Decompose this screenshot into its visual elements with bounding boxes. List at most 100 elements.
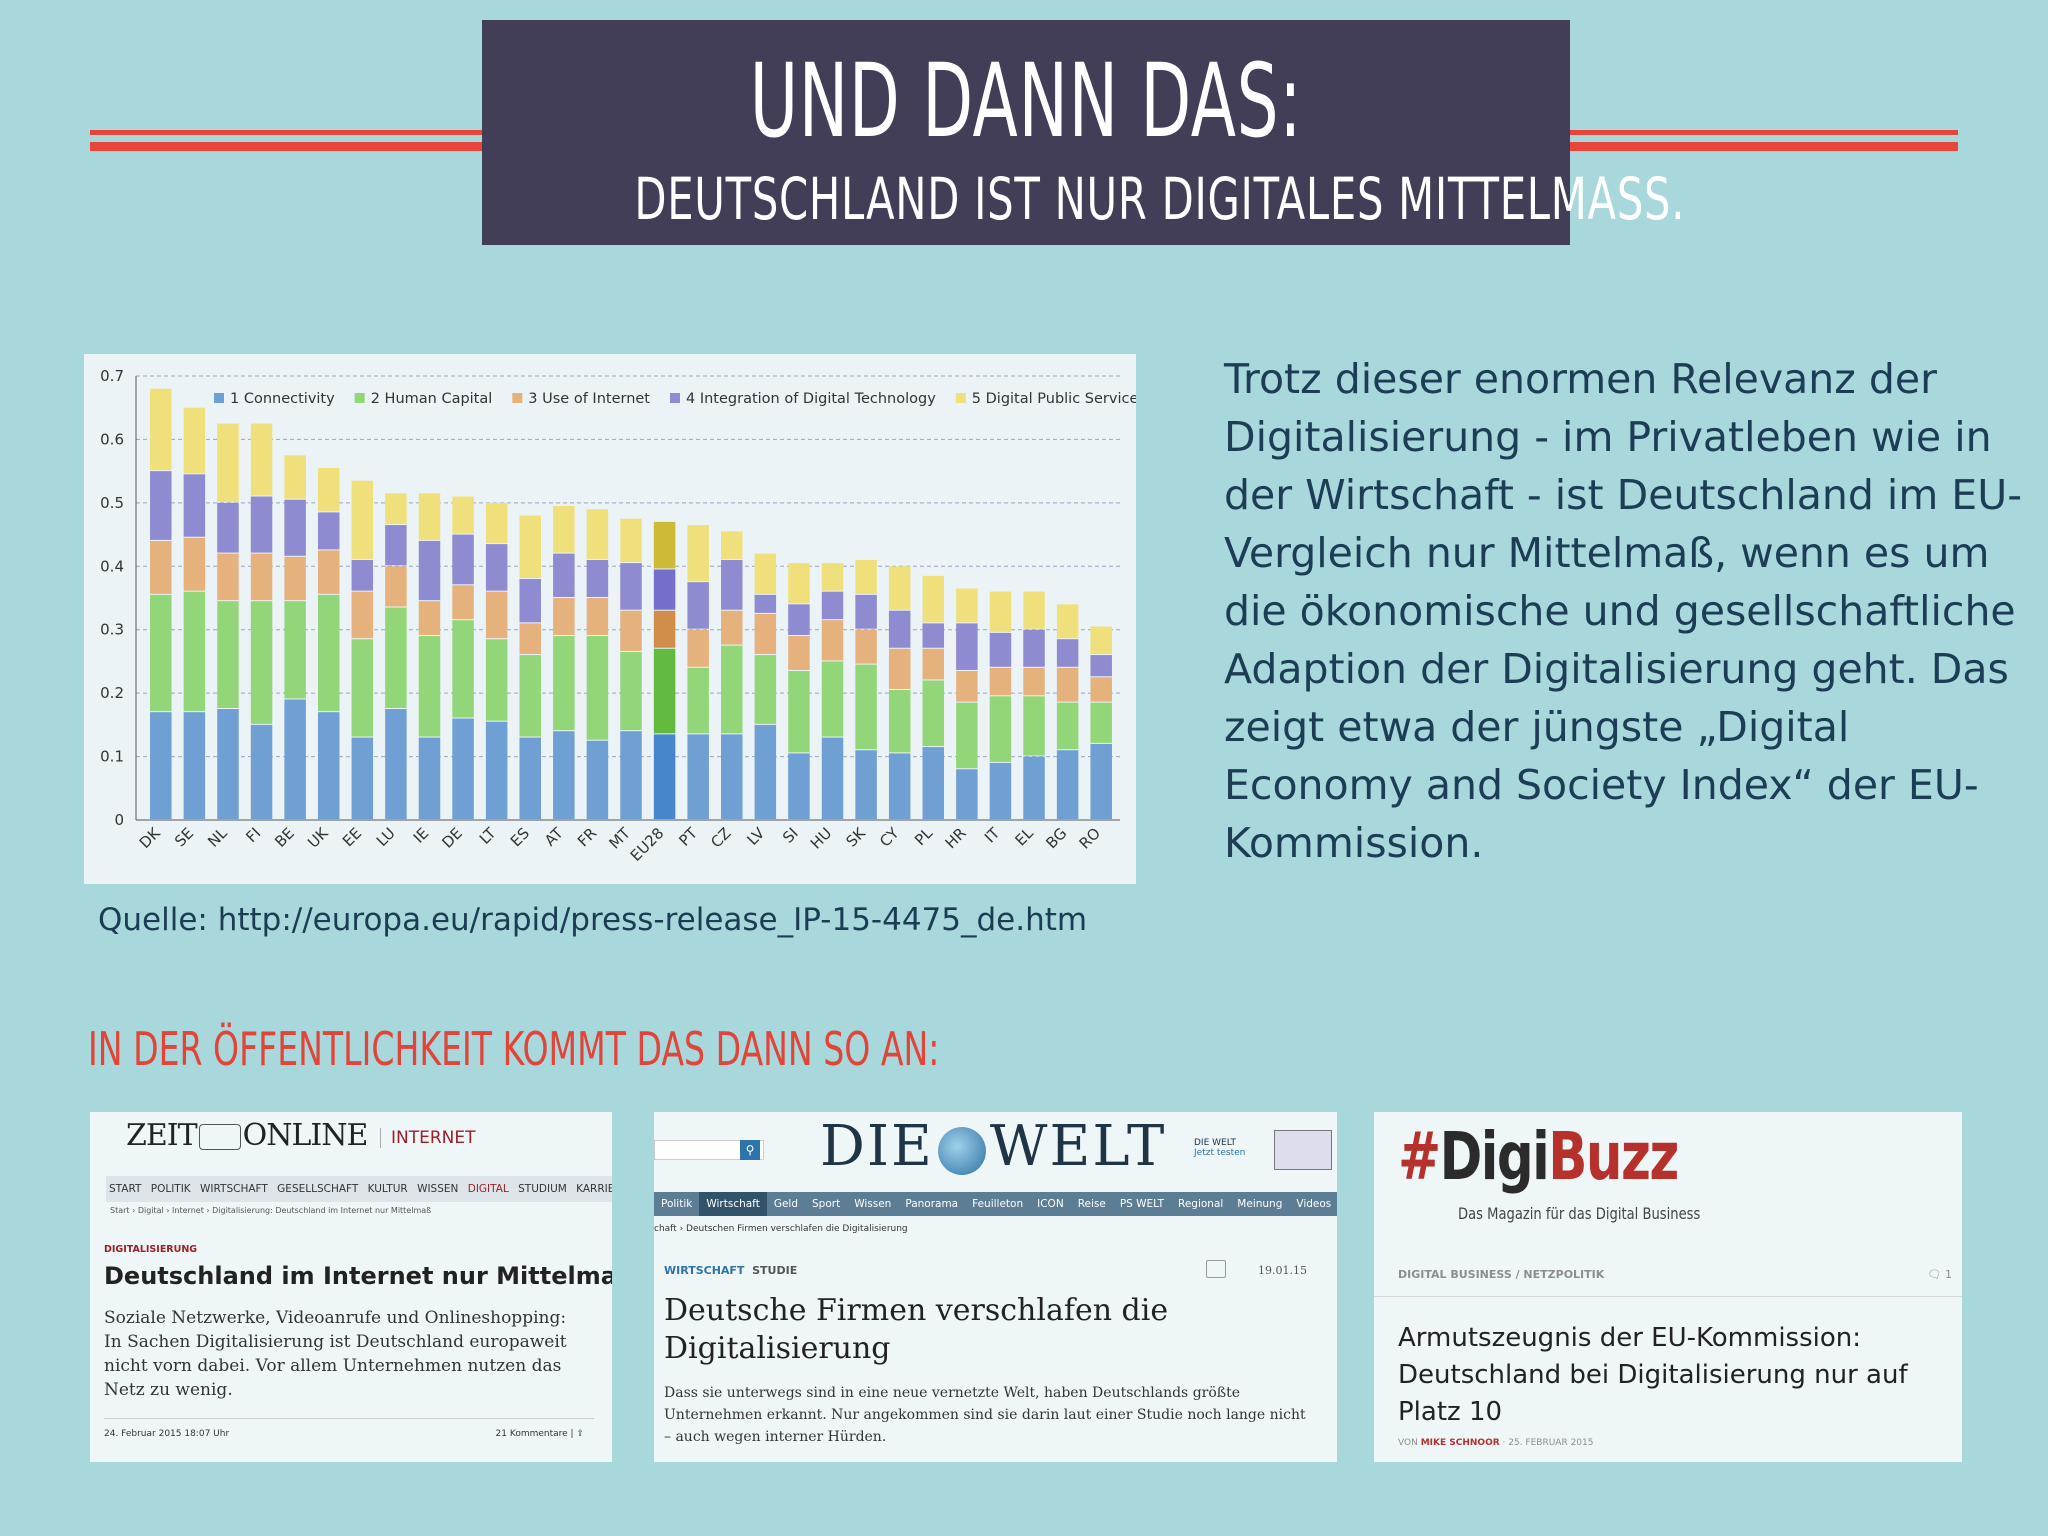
bar-segment: [1056, 702, 1079, 750]
welt-nav-item[interactable]: ICON: [1037, 1198, 1064, 1210]
bar-segment: [721, 610, 743, 645]
welt-nav-item[interactable]: Regional: [1178, 1198, 1224, 1210]
digibuzz-byline: VON MIKE SCHNOOR · 25. FEBRUAR 2015: [1398, 1438, 1593, 1448]
welt-nav-item[interactable]: Feuilleton: [972, 1198, 1024, 1210]
zeit-comments-link[interactable]: 21 Kommentare | ⇪: [495, 1429, 584, 1439]
desi-chart-panel: 0 0.1 0.2 0.3 0.4 0.5 0.6 0.7 DK SE NL FI BE UK EE LU IE…: [84, 354, 1136, 884]
welt-search-input[interactable]: [654, 1140, 764, 1160]
welt-promo-cta[interactable]: Jetzt testen: [1194, 1148, 1246, 1158]
bar-segment: [1090, 677, 1112, 702]
bar-segment: [385, 493, 407, 525]
x-tick-label: PL: [911, 824, 936, 849]
bar-segment: [754, 594, 777, 613]
bar-segment: [922, 623, 945, 648]
zeit-nav-item[interactable]: WIRTSCHAFT: [200, 1183, 268, 1195]
zeit-section-label[interactable]: INTERNET: [380, 1128, 476, 1148]
die-welt-logo: DIE WELT: [820, 1114, 1166, 1179]
bar-segment: [385, 525, 407, 566]
print-icon[interactable]: [1206, 1260, 1226, 1278]
zeit-nav-item-active[interactable]: DIGITAL: [467, 1183, 509, 1195]
bar-segment: [485, 639, 508, 721]
welt-nav-item[interactable]: Geld: [773, 1198, 798, 1210]
x-tick-label: NL: [204, 824, 231, 851]
legend-swatch: [354, 393, 365, 403]
welt-breadcrumb[interactable]: chaft › Deutschen Firmen verschlafen die…: [654, 1224, 908, 1234]
bar-segment: [956, 769, 978, 819]
welt-promo-title: DIE WELT: [1194, 1138, 1236, 1148]
share-icon[interactable]: ⇪: [576, 1429, 584, 1439]
chart-source[interactable]: Quelle: http://europa.eu/rapid/press-rel…: [98, 902, 1088, 938]
y-tick-label: 0.4: [100, 557, 124, 575]
bar-segment: [150, 712, 172, 819]
zeit-comments-count[interactable]: 21 Kommentare: [495, 1429, 568, 1439]
bar-segment: [620, 563, 642, 610]
bar-segment: [317, 594, 340, 712]
zeit-nav-item[interactable]: START: [109, 1183, 142, 1195]
legend-label: 3 Use of Internet: [528, 391, 650, 407]
bar-segment: [351, 639, 374, 737]
y-tick-label: 0.5: [100, 494, 124, 512]
bar-segment: [553, 506, 575, 553]
bar-segment: [653, 521, 676, 569]
bar-segment: [217, 601, 239, 708]
die-welt-clipping[interactable]: ⚲ DIE WELT DIE WELT Jetzt testen Politik W…: [654, 1112, 1337, 1462]
x-tick-label: EE: [339, 824, 365, 850]
digibuzz-clipping[interactable]: #DigiBuzz Das Magazin für das Digital Bu…: [1374, 1112, 1962, 1462]
zeit-nav-item[interactable]: POLITIK: [150, 1183, 191, 1195]
bar-segment: [150, 471, 172, 540]
logo-digi: Digi: [1439, 1118, 1550, 1195]
bar-segment: [250, 553, 273, 601]
digibuzz-comments[interactable]: 🗨 1: [1928, 1268, 1952, 1281]
zeit-nav-item[interactable]: GESELLSCHAFT: [277, 1183, 359, 1195]
byline-author[interactable]: MIKE SCHNOOR: [1420, 1438, 1500, 1448]
welt-nav-item[interactable]: PS WELT: [1119, 1198, 1164, 1210]
bar-segment: [1023, 696, 1045, 756]
devices-icon: [1274, 1130, 1332, 1170]
welt-nav-item[interactable]: Sport: [812, 1198, 841, 1210]
zeit-nav-item[interactable]: WISSEN: [417, 1183, 459, 1195]
zeit-breadcrumb[interactable]: Start › Digital › Internet › Digitalisie…: [110, 1206, 432, 1215]
bar-segment: [653, 734, 676, 819]
bar-segment: [821, 620, 844, 661]
x-tick-label: SE: [171, 824, 197, 850]
zeit-nav-item[interactable]: STUDIUM: [518, 1183, 567, 1195]
welt-nav-item[interactable]: Panorama: [905, 1198, 959, 1210]
zeit-online-clipping[interactable]: ZEIT ONLINE INTERNET START POLITIK WIRTSC…: [90, 1112, 612, 1462]
bar-segment: [687, 734, 709, 819]
welt-nav-item[interactable]: Videos: [1296, 1198, 1332, 1210]
digibuzz-headline[interactable]: Armutszeugnis der EU-Kommission: Deutsch…: [1398, 1323, 1908, 1427]
welt-headline[interactable]: Deutsche Firmen verschlafen die Digitali…: [664, 1293, 1169, 1366]
bar-segment: [956, 623, 978, 670]
y-tick-label: 0.2: [100, 684, 124, 702]
bar-segment: [553, 636, 575, 731]
welt-kicker-topic: STUDIE: [752, 1264, 798, 1277]
bar-segment: [754, 553, 777, 594]
bar-segment: [317, 512, 340, 550]
digibuzz-comment-count[interactable]: 1: [1945, 1268, 1952, 1281]
search-icon[interactable]: ⚲: [740, 1140, 760, 1160]
welt-subscription-promo[interactable]: DIE WELT Jetzt testen: [1194, 1138, 1245, 1158]
bar-segment: [553, 553, 575, 597]
bar-segment: [956, 702, 978, 769]
welt-nav-bar: Politik Wirtschaft Geld Sport Wissen Panorama…: [654, 1192, 1337, 1216]
bar-segment: [317, 550, 340, 594]
zeit-logo-right: ONLINE: [242, 1118, 369, 1153]
bar-segment: [721, 734, 743, 819]
welt-nav-item[interactable]: Meinung: [1237, 1198, 1283, 1210]
bar-segment: [1056, 667, 1079, 702]
bar-segment: [653, 610, 676, 648]
welt-kicker-section[interactable]: WIRTSCHAFT: [664, 1264, 745, 1277]
welt-nav-item[interactable]: Wissen: [854, 1198, 892, 1210]
bar-segment: [183, 474, 206, 537]
welt-nav-item[interactable]: Politik: [661, 1198, 693, 1210]
digibuzz-category[interactable]: DIGITAL BUSINESS / NETZPOLITIK: [1398, 1268, 1605, 1281]
bar-segment: [788, 604, 810, 636]
welt-nav-item[interactable]: Reise: [1077, 1198, 1106, 1210]
zeit-headline[interactable]: Deutschland im Internet nur Mittelmaß: [104, 1262, 612, 1290]
bar-segment: [1023, 667, 1045, 696]
page-subtitle: DEUTSCHLAND IST NUR DIGITALES MITTELMASS…: [634, 165, 1686, 233]
zeit-nav-item[interactable]: KARRIERE: [576, 1183, 612, 1195]
zeit-nav-item[interactable]: KULTUR: [367, 1183, 408, 1195]
welt-nav-item-active[interactable]: Wirtschaft: [699, 1192, 767, 1216]
x-tick-label: AT: [541, 824, 567, 850]
